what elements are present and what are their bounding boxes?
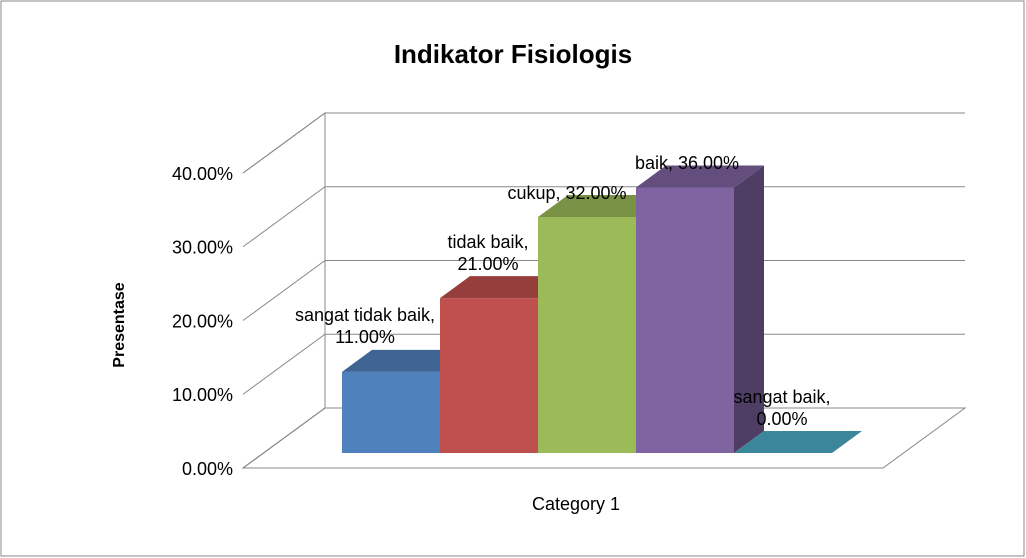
bar xyxy=(636,187,734,453)
y-tick-label: 20.00% xyxy=(172,311,233,331)
data-label: tidak baik, 21.00% xyxy=(447,232,529,274)
bar-side xyxy=(734,165,764,453)
grid-line xyxy=(242,112,965,174)
bar-top xyxy=(342,349,470,372)
bar-top xyxy=(734,431,862,453)
chart-title: Indikator Fisiologis xyxy=(394,39,632,69)
bar-top xyxy=(636,165,764,188)
bar-top xyxy=(440,276,568,299)
y-tick-label: 0.00% xyxy=(182,459,233,479)
y-tick-label: 10.00% xyxy=(172,385,233,405)
y-tick-label: 30.00% xyxy=(172,238,233,258)
data-label: baik, 36.00% xyxy=(634,153,740,173)
data-label: cukup, 32.00% xyxy=(507,183,627,203)
data-label: sangat baik, 0.00% xyxy=(733,387,831,429)
bar xyxy=(538,217,636,453)
x-tick-label: Category 1 xyxy=(532,494,620,514)
y-axis-label: Presentase xyxy=(111,282,128,367)
bar xyxy=(342,371,440,453)
bar xyxy=(440,298,538,453)
data-label: sangat tidak baik, 11.00% xyxy=(294,305,436,347)
y-tick-label: 40.00% xyxy=(172,164,233,184)
bar-top xyxy=(538,195,666,217)
